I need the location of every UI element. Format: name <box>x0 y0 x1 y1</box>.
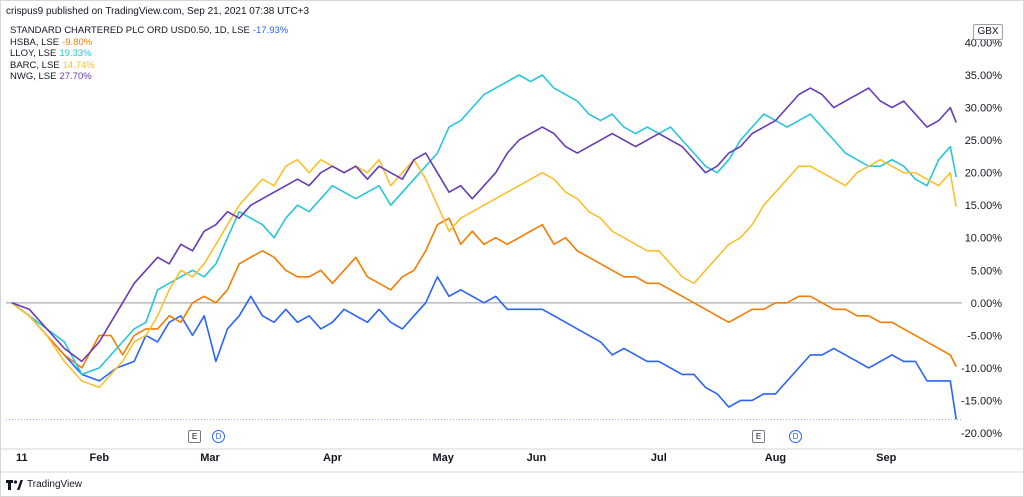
legend-label: STANDARD CHARTERED PLC ORD USD0.50, 1D, … <box>10 25 250 36</box>
y-tick-label: 35.00% <box>965 70 1003 82</box>
legend-item-stan[interactable]: STANDARD CHARTERED PLC ORD USD0.50, 1D, … <box>10 25 288 37</box>
series-line-hsba[interactable] <box>11 217 957 369</box>
legend-item-hsba[interactable]: HSBA, LSE -9.80% <box>10 37 288 49</box>
y-tick-label: -5.00% <box>967 330 1002 342</box>
series-line-standard[interactable] <box>11 276 957 420</box>
legend-label: HSBA, LSE <box>10 36 60 48</box>
y-tick-label: 25.00% <box>965 135 1003 147</box>
legend-value: 19.33% <box>59 48 92 59</box>
y-tick-label: 15.00% <box>965 200 1003 212</box>
earnings-marker[interactable]: E <box>188 430 201 443</box>
footer-brand-label: TradingView <box>27 479 83 490</box>
series-line-barc[interactable] <box>11 158 957 389</box>
legend: STANDARD CHARTERED PLC ORD USD0.50, 1D, … <box>10 25 288 83</box>
y-tick-label: -15.00% <box>961 395 1002 407</box>
x-tick-label: Mar <box>200 452 220 464</box>
y-tick-label: 10.00% <box>965 233 1003 245</box>
y-tick-label: 20.00% <box>965 168 1003 180</box>
x-tick-label: Jul <box>651 452 667 464</box>
y-tick-label: 40.00% <box>965 38 1003 50</box>
y-tick-label: 5.00% <box>971 265 1002 277</box>
legend-value: -17.93% <box>252 25 289 36</box>
legend-label: NWG, LSE <box>10 71 57 82</box>
x-tick-label: Sep <box>876 452 896 464</box>
publish-header: crispus9 published on TradingView.com, S… <box>6 6 310 17</box>
earnings-marker[interactable]: E <box>752 430 765 443</box>
legend-value: 14.74% <box>62 59 95 71</box>
legend-label: BARC, LSE <box>10 59 60 71</box>
dividend-marker[interactable]: D <box>789 430 802 443</box>
legend-value: 27.70% <box>59 71 92 82</box>
x-tick-label: Feb <box>89 452 109 464</box>
y-tick-label: -10.00% <box>961 363 1002 375</box>
currency-button[interactable]: GBX <box>973 24 1003 40</box>
y-tick-label: -20.00% <box>961 428 1002 440</box>
tradingview-logo-icon <box>6 479 23 490</box>
legend-item-lloy[interactable]: LLOY, LSE 19.33% <box>10 48 288 60</box>
legend-item-barc[interactable]: BARC, LSE 14.74% <box>10 60 288 72</box>
y-tick-label: 30.00% <box>965 103 1003 115</box>
y-tick-label: 0.00% <box>971 298 1002 310</box>
legend-label: LLOY, LSE <box>10 48 57 59</box>
dividend-marker[interactable]: D <box>212 430 225 443</box>
x-tick-label: May <box>432 452 454 464</box>
x-tick-label: Apr <box>323 452 343 464</box>
x-tick-label: Jun <box>527 452 547 464</box>
legend-value: -9.80% <box>62 36 93 48</box>
series-line-nwg[interactable] <box>11 87 957 363</box>
series-line-lloy[interactable] <box>11 74 957 376</box>
legend-item-nwg[interactable]: NWG, LSE 27.70% <box>10 71 288 83</box>
x-tick-label: 11 <box>16 452 28 464</box>
x-tick-label: Aug <box>765 452 786 464</box>
footer-brand[interactable]: TradingView <box>6 479 82 490</box>
